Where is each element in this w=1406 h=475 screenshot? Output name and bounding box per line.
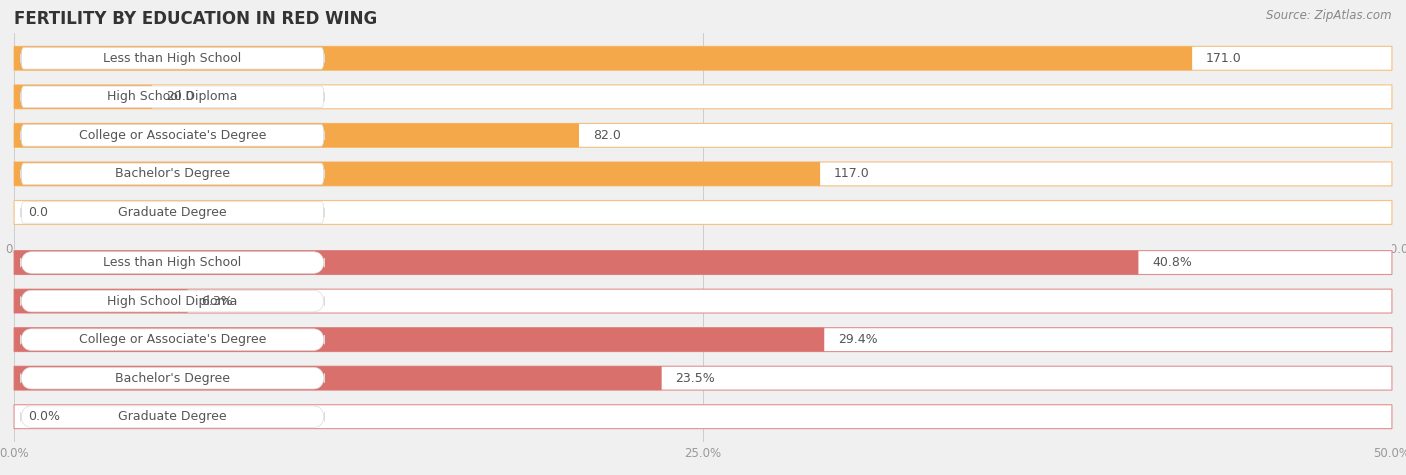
Text: 20.0: 20.0 (166, 90, 194, 104)
FancyBboxPatch shape (21, 163, 325, 185)
FancyBboxPatch shape (14, 289, 1392, 313)
Text: Bachelor's Degree: Bachelor's Degree (115, 371, 231, 385)
Text: 82.0: 82.0 (593, 129, 620, 142)
FancyBboxPatch shape (21, 202, 325, 223)
Text: 40.8%: 40.8% (1152, 256, 1192, 269)
FancyBboxPatch shape (21, 48, 325, 69)
Text: High School Diploma: High School Diploma (107, 90, 238, 104)
Text: Bachelor's Degree: Bachelor's Degree (115, 167, 231, 180)
Text: Graduate Degree: Graduate Degree (118, 410, 226, 423)
FancyBboxPatch shape (21, 124, 325, 146)
Text: FERTILITY BY EDUCATION IN RED WING: FERTILITY BY EDUCATION IN RED WING (14, 10, 377, 28)
Text: 0.0%: 0.0% (28, 410, 60, 423)
FancyBboxPatch shape (14, 124, 579, 147)
Text: Less than High School: Less than High School (104, 52, 242, 65)
FancyBboxPatch shape (21, 290, 325, 312)
FancyBboxPatch shape (14, 200, 1392, 224)
Text: 0.0: 0.0 (28, 206, 48, 219)
FancyBboxPatch shape (14, 47, 1392, 70)
Text: 117.0: 117.0 (834, 167, 870, 180)
Text: 6.3%: 6.3% (201, 294, 233, 308)
FancyBboxPatch shape (21, 406, 325, 428)
Text: College or Associate's Degree: College or Associate's Degree (79, 129, 266, 142)
FancyBboxPatch shape (14, 251, 1139, 275)
FancyBboxPatch shape (14, 85, 152, 109)
FancyBboxPatch shape (14, 47, 1192, 70)
FancyBboxPatch shape (21, 329, 325, 351)
Text: Source: ZipAtlas.com: Source: ZipAtlas.com (1267, 10, 1392, 22)
FancyBboxPatch shape (14, 405, 1392, 428)
Text: Graduate Degree: Graduate Degree (118, 206, 226, 219)
FancyBboxPatch shape (14, 251, 1392, 275)
Text: High School Diploma: High School Diploma (107, 294, 238, 308)
FancyBboxPatch shape (14, 162, 820, 186)
FancyBboxPatch shape (14, 328, 824, 352)
FancyBboxPatch shape (21, 367, 325, 389)
FancyBboxPatch shape (14, 85, 1392, 109)
FancyBboxPatch shape (14, 162, 1392, 186)
FancyBboxPatch shape (21, 86, 325, 108)
Text: 171.0: 171.0 (1206, 52, 1241, 65)
Text: College or Associate's Degree: College or Associate's Degree (79, 333, 266, 346)
Text: Less than High School: Less than High School (104, 256, 242, 269)
FancyBboxPatch shape (14, 366, 662, 390)
FancyBboxPatch shape (14, 289, 187, 313)
Text: 29.4%: 29.4% (838, 333, 877, 346)
FancyBboxPatch shape (14, 366, 1392, 390)
Text: 23.5%: 23.5% (675, 371, 716, 385)
FancyBboxPatch shape (14, 124, 1392, 147)
FancyBboxPatch shape (14, 328, 1392, 352)
FancyBboxPatch shape (21, 252, 325, 273)
